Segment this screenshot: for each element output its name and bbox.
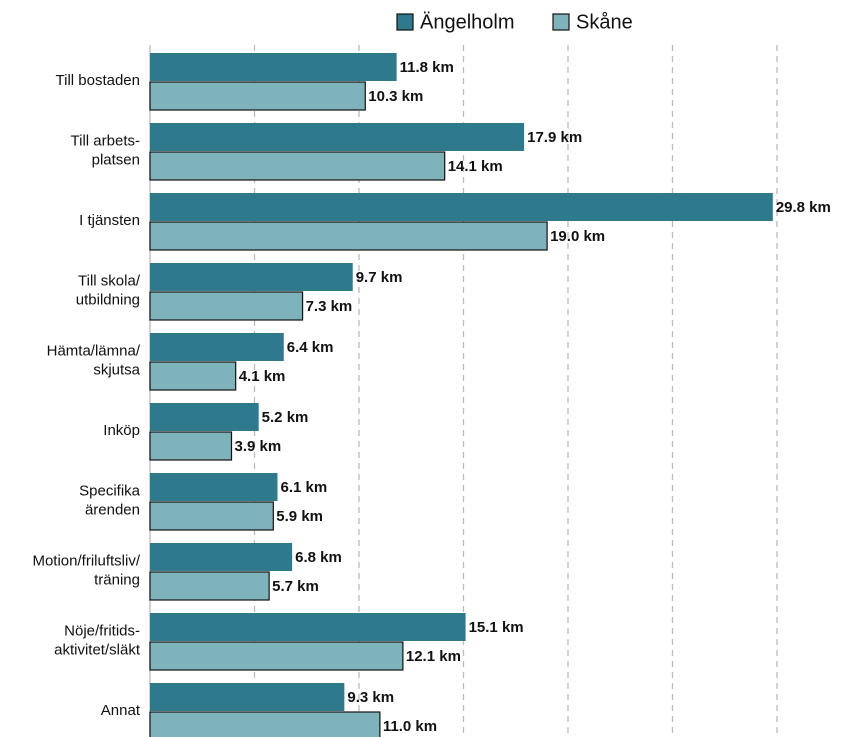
value-label: 5.2 km <box>262 409 309 426</box>
bar <box>149 641 404 671</box>
bar <box>149 361 237 391</box>
value-label: 12.1 km <box>406 648 461 665</box>
bar <box>150 263 353 291</box>
value-label: 6.4 km <box>287 339 334 356</box>
bar <box>150 473 278 501</box>
value-label: 9.3 km <box>347 689 394 706</box>
legend-label: Skåne <box>576 11 633 33</box>
bar <box>149 291 304 321</box>
value-label: 7.3 km <box>306 298 353 315</box>
value-label: 19.0 km <box>550 228 605 245</box>
legend-label: Ängelholm <box>420 11 515 33</box>
category-label: Inköp <box>103 422 140 439</box>
bar <box>150 123 525 151</box>
bar <box>150 53 397 81</box>
category-label: Till bostaden <box>56 72 141 89</box>
bar <box>150 683 345 711</box>
category-label: Till arbets-platsen <box>71 132 140 168</box>
value-label: 29.8 km <box>776 199 831 216</box>
value-label: 5.7 km <box>272 578 319 595</box>
value-label: 6.8 km <box>295 549 342 566</box>
bar <box>149 151 446 181</box>
bar <box>149 431 233 461</box>
value-label: 10.3 km <box>368 88 423 105</box>
category-label: I tjänsten <box>79 212 140 229</box>
value-label: 9.7 km <box>356 269 403 286</box>
category-label: Nöje/fritids-aktivitet/släkt <box>54 622 141 658</box>
value-label: 14.1 km <box>448 158 503 175</box>
value-label: 6.1 km <box>280 479 327 496</box>
bar <box>149 571 270 601</box>
bar <box>149 711 381 737</box>
legend-swatch <box>396 13 414 31</box>
bar <box>150 613 466 641</box>
value-label: 11.0 km <box>383 718 437 735</box>
category-label: Specifika ärenden <box>79 482 141 518</box>
value-label: 17.9 km <box>527 129 582 146</box>
bar <box>149 221 548 251</box>
bar <box>150 333 284 361</box>
value-label: 15.1 km <box>469 619 524 636</box>
category-label: Motion/friluftsliv/träning <box>32 552 140 588</box>
legend-swatch <box>552 13 570 31</box>
bar <box>150 193 773 221</box>
category-label: Hämta/lämna/skjutsa <box>47 342 141 378</box>
bar <box>150 543 293 571</box>
category-label: Annat <box>101 702 141 719</box>
bar <box>150 403 259 431</box>
value-label: 11.8 km <box>400 59 454 76</box>
bar <box>149 81 366 111</box>
bar <box>149 501 274 531</box>
value-label: 5.9 km <box>276 508 323 525</box>
value-label: 3.9 km <box>235 438 282 455</box>
value-label: 4.1 km <box>239 368 286 385</box>
category-label: Till skola/utbildning <box>76 272 141 308</box>
